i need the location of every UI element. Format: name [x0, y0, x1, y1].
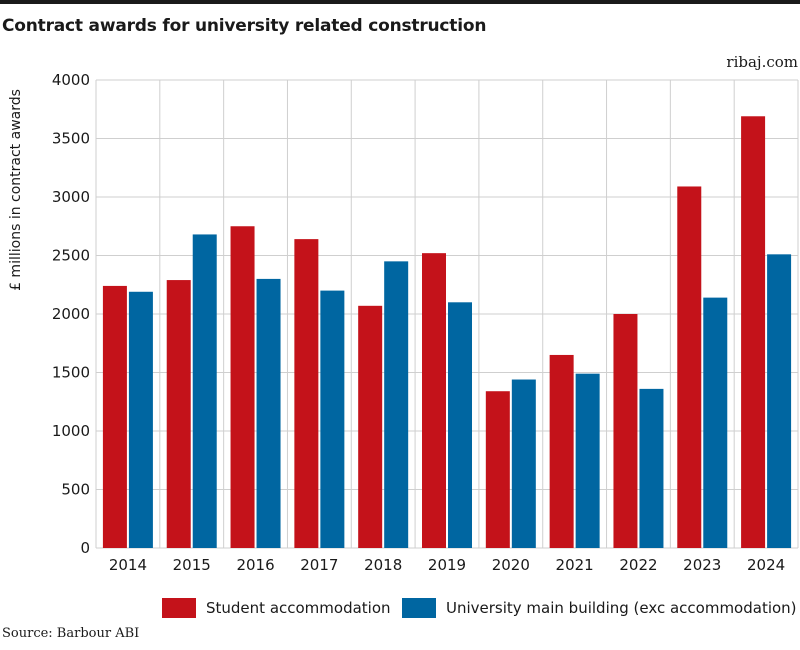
bar-student-accommodation-2022: [613, 314, 638, 548]
legend-swatch-main-building: [402, 598, 436, 618]
y-tick-label: 2000: [52, 305, 90, 323]
legend-label-student-accommodation: Student accommodation: [206, 599, 391, 617]
y-axis-label: £ millions in contract awards: [8, 89, 24, 291]
x-tick-label: 2021: [556, 556, 594, 574]
bar-student-accommodation-2017: [294, 239, 319, 548]
bar-main-building-2019: [448, 302, 472, 548]
bar-student-accommodation-2024: [741, 116, 766, 549]
y-tick-label: 4000: [52, 71, 90, 89]
bar-main-building-2016: [256, 278, 281, 548]
bar-student-accommodation-2019: [422, 253, 446, 548]
top-rule: [0, 0, 800, 4]
bar-student-accommodation-2020: [485, 391, 510, 548]
chart-title: Contract awards for university related c…: [2, 16, 487, 36]
bar-main-building-2017: [320, 290, 345, 548]
y-tick-label: 1000: [52, 422, 90, 440]
x-tick-label: 2019: [428, 556, 466, 574]
bar-main-building-2018: [384, 261, 409, 548]
legend-label-main-building: University main building (exc accommodat…: [446, 599, 797, 617]
source-note: Source: Barbour ABI: [2, 626, 140, 641]
bar-main-building-2015: [192, 234, 217, 548]
y-tick-label: 1500: [52, 364, 90, 382]
grid-lines: [95, 79, 799, 549]
bar-student-accommodation-2018: [358, 305, 383, 548]
x-tick-label: 2018: [364, 556, 402, 574]
x-tick-label: 2016: [236, 556, 274, 574]
legend-swatch-student-accommodation: [162, 598, 196, 618]
legend: Student accommodation University main bui…: [162, 598, 797, 618]
bar-main-building-2020: [511, 379, 536, 548]
x-tick-label: 2022: [619, 556, 657, 574]
bar-student-accommodation-2021: [549, 354, 574, 548]
bar-main-building-2014: [128, 291, 153, 548]
x-tick-label: 2023: [683, 556, 721, 574]
bar-main-building-2022: [639, 388, 664, 548]
y-tick-label: 500: [61, 481, 90, 499]
bar-student-accommodation-2023: [677, 186, 702, 548]
bar-main-building-2021: [575, 373, 600, 548]
site-name: ribaj.com: [726, 53, 798, 71]
y-tick-label: 3000: [52, 188, 90, 206]
bar-main-building-2023: [703, 297, 728, 548]
x-tick-label: 2015: [173, 556, 211, 574]
bar-student-accommodation-2014: [102, 285, 127, 548]
bar-main-building-2024: [767, 254, 792, 548]
x-tick-label: 2024: [747, 556, 785, 574]
y-tick-label: 2500: [52, 247, 90, 265]
x-tick-label: 2017: [300, 556, 338, 574]
tick-labels: 0 500 1000 1500 2000 2500 3000 3500 4000 2014 2015…: [52, 71, 785, 574]
y-tick-label: 0: [80, 539, 90, 557]
x-tick-label: 2020: [492, 556, 530, 574]
bars: [102, 116, 792, 549]
y-tick-label: 3500: [52, 130, 90, 148]
bar-student-accommodation-2016: [230, 226, 255, 548]
x-tick-label: 2014: [109, 556, 147, 574]
bar-student-accommodation-2015: [166, 280, 191, 548]
